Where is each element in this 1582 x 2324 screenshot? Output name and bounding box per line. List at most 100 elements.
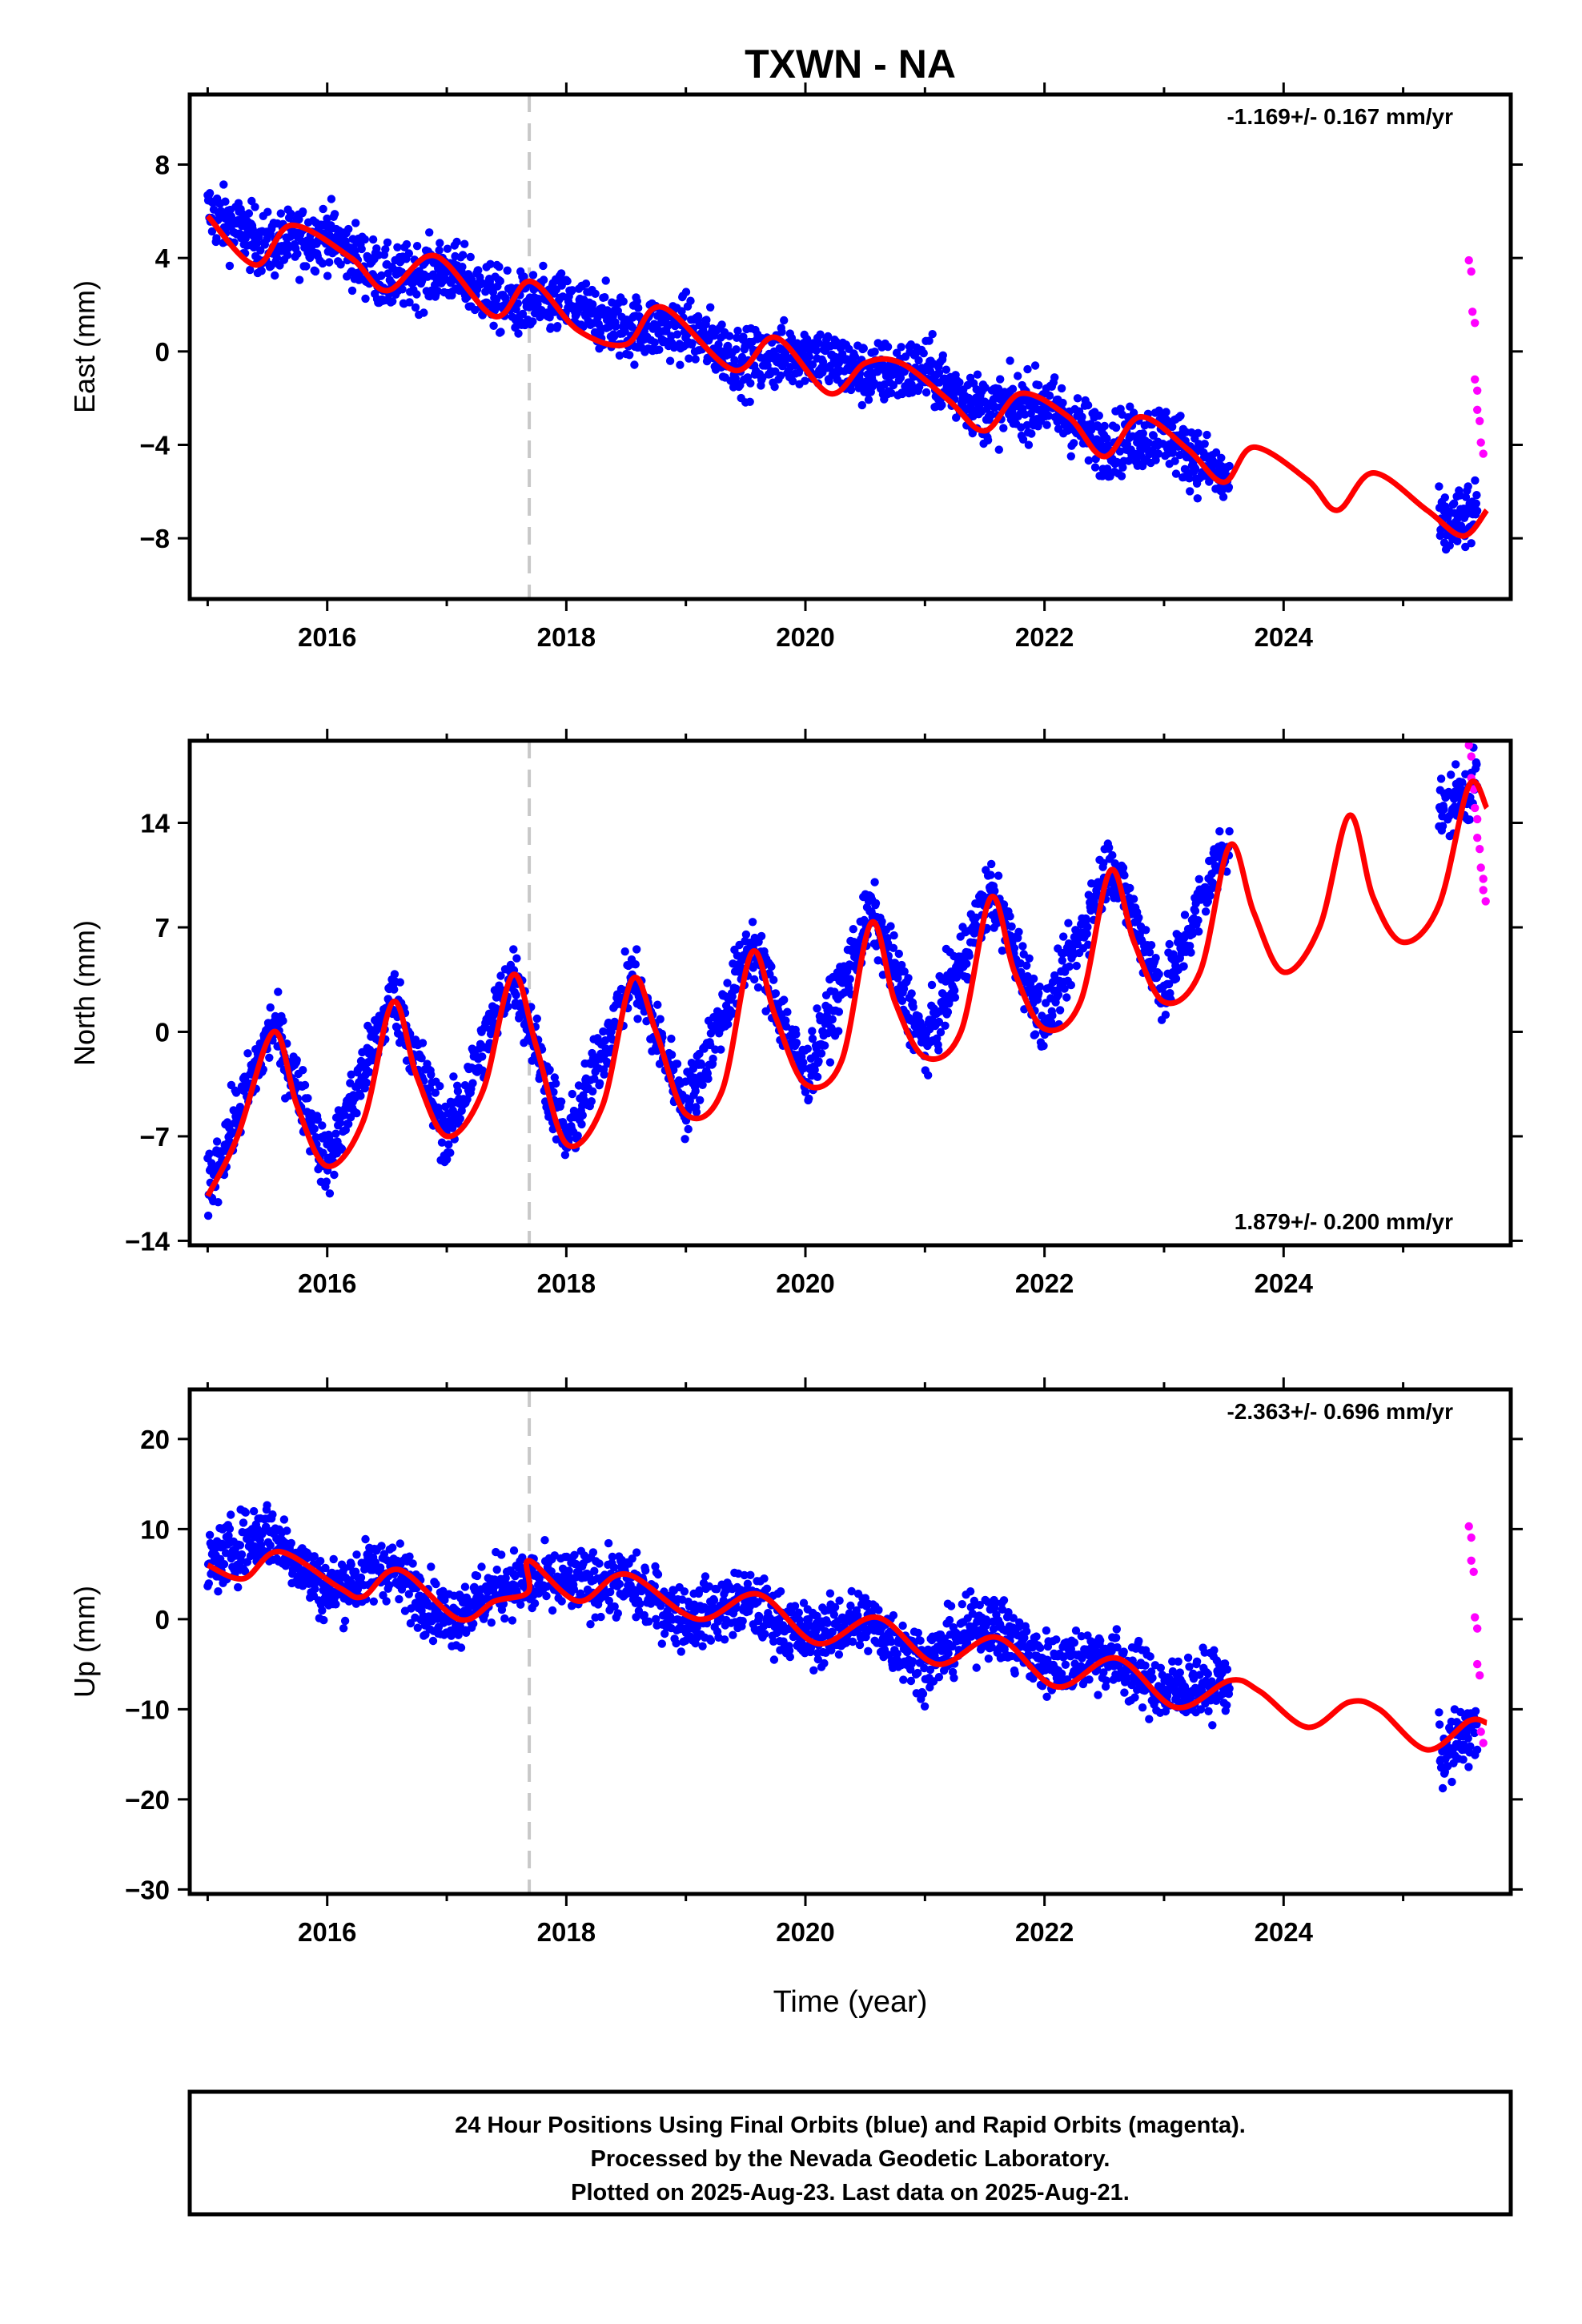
final-point bbox=[1025, 954, 1034, 963]
final-point bbox=[518, 309, 528, 319]
final-point bbox=[896, 373, 905, 382]
final-point bbox=[926, 367, 935, 376]
final-point bbox=[562, 1552, 572, 1562]
final-point bbox=[604, 1538, 613, 1548]
final-point bbox=[981, 383, 990, 392]
final-point bbox=[402, 239, 412, 249]
final-point bbox=[266, 1541, 275, 1550]
x-tick-label: 2018 bbox=[537, 1269, 596, 1298]
final-point bbox=[780, 995, 789, 1004]
final-point bbox=[1018, 435, 1028, 444]
final-point bbox=[495, 263, 504, 271]
final-point bbox=[256, 246, 265, 255]
final-point bbox=[573, 1131, 582, 1140]
final-point bbox=[656, 1015, 665, 1023]
final-point bbox=[383, 238, 392, 247]
final-point bbox=[516, 1600, 525, 1609]
final-point bbox=[1191, 907, 1200, 915]
final-point bbox=[344, 1120, 353, 1128]
final-point bbox=[347, 286, 357, 296]
final-point bbox=[492, 1565, 501, 1574]
final-orbit-points bbox=[203, 743, 1482, 1220]
final-point bbox=[620, 947, 629, 956]
final-point bbox=[563, 276, 572, 286]
final-point bbox=[444, 1140, 453, 1149]
final-point bbox=[234, 1582, 243, 1592]
final-point bbox=[934, 368, 944, 377]
final-point bbox=[347, 1560, 355, 1570]
final-point bbox=[994, 871, 1003, 880]
final-point bbox=[1193, 494, 1203, 503]
final-point bbox=[468, 1079, 477, 1088]
final-point bbox=[1138, 429, 1148, 438]
final-point bbox=[998, 946, 1007, 955]
x-tick-label: 2020 bbox=[776, 622, 834, 652]
final-point bbox=[717, 320, 726, 329]
final-point bbox=[1108, 850, 1117, 860]
final-point bbox=[685, 354, 693, 363]
final-point bbox=[408, 1559, 417, 1568]
final-point bbox=[1042, 420, 1051, 429]
final-point bbox=[205, 1149, 214, 1158]
final-point bbox=[1179, 962, 1188, 971]
final-point bbox=[207, 227, 217, 236]
final-point bbox=[477, 1562, 486, 1571]
final-point bbox=[696, 1096, 705, 1105]
final-point bbox=[329, 1554, 338, 1564]
final-point bbox=[436, 239, 444, 247]
final-point bbox=[681, 287, 691, 296]
x-tick-label: 2024 bbox=[1255, 1269, 1314, 1298]
final-point bbox=[417, 1054, 426, 1063]
final-point bbox=[600, 1070, 608, 1079]
rapid-point bbox=[1476, 845, 1484, 854]
final-point bbox=[1034, 380, 1043, 390]
final-point bbox=[817, 1049, 826, 1058]
final-point bbox=[497, 1550, 506, 1559]
final-point bbox=[1447, 770, 1456, 779]
final-point bbox=[934, 1046, 943, 1055]
final-point bbox=[453, 1087, 463, 1096]
final-point bbox=[808, 1034, 817, 1043]
rapid-point bbox=[1464, 741, 1473, 750]
final-point bbox=[776, 371, 785, 380]
final-point bbox=[630, 360, 639, 369]
final-point bbox=[595, 1559, 604, 1568]
final-point bbox=[889, 380, 898, 390]
final-point bbox=[1215, 826, 1224, 836]
final-point bbox=[745, 397, 754, 406]
final-point bbox=[684, 1124, 693, 1134]
final-point bbox=[564, 1566, 573, 1575]
final-point bbox=[845, 975, 854, 983]
rapid-point bbox=[1476, 863, 1485, 872]
final-point bbox=[938, 400, 946, 409]
final-point bbox=[859, 344, 869, 353]
final-point bbox=[1050, 373, 1059, 382]
final-point bbox=[272, 253, 282, 263]
final-point bbox=[1126, 883, 1134, 893]
final-point bbox=[346, 1113, 355, 1122]
final-point bbox=[814, 1057, 823, 1066]
final-point bbox=[487, 1618, 496, 1627]
final-point bbox=[292, 1055, 301, 1065]
final-point bbox=[652, 1614, 661, 1624]
final-point bbox=[486, 259, 495, 268]
final-point bbox=[825, 1058, 835, 1067]
rapid-point bbox=[1473, 834, 1482, 842]
final-point bbox=[1201, 907, 1211, 916]
final-point bbox=[295, 275, 304, 284]
final-point bbox=[698, 1642, 707, 1651]
final-point bbox=[921, 388, 931, 397]
final-point bbox=[1452, 760, 1460, 769]
final-point bbox=[653, 1000, 662, 1009]
final-point bbox=[1018, 942, 1027, 951]
final-point bbox=[1065, 962, 1074, 971]
final-point bbox=[1191, 464, 1200, 473]
final-point bbox=[676, 360, 685, 369]
final-point bbox=[950, 993, 960, 1002]
final-point bbox=[987, 859, 996, 869]
final-point bbox=[801, 376, 809, 385]
final-point bbox=[552, 1079, 560, 1088]
final-point bbox=[427, 1070, 436, 1080]
final-point bbox=[667, 1034, 676, 1043]
